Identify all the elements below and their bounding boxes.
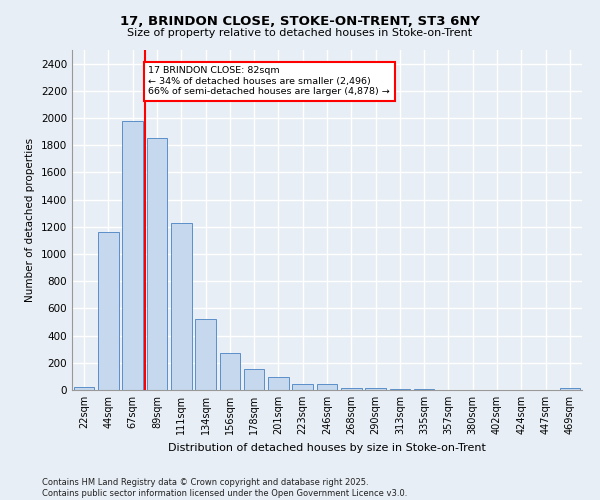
- Bar: [560, 388, 580, 390]
- X-axis label: Distribution of detached houses by size in Stoke-on-Trent: Distribution of detached houses by size …: [168, 442, 486, 452]
- Text: 17, BRINDON CLOSE, STOKE-ON-TRENT, ST3 6NY: 17, BRINDON CLOSE, STOKE-ON-TRENT, ST3 6…: [120, 15, 480, 28]
- Y-axis label: Number of detached properties: Number of detached properties: [25, 138, 35, 302]
- Text: 17 BRINDON CLOSE: 82sqm
← 34% of detached houses are smaller (2,496)
66% of semi: 17 BRINDON CLOSE: 82sqm ← 34% of detache…: [149, 66, 390, 96]
- Bar: [220, 352, 240, 390]
- Text: Size of property relative to detached houses in Stoke-on-Trent: Size of property relative to detached ho…: [127, 28, 473, 38]
- Bar: [146, 138, 167, 390]
- Bar: [74, 386, 94, 390]
- Bar: [195, 320, 216, 390]
- Bar: [365, 388, 386, 390]
- Bar: [292, 384, 313, 390]
- Bar: [268, 377, 289, 390]
- Bar: [317, 384, 337, 390]
- Bar: [389, 389, 410, 390]
- Bar: [244, 369, 265, 390]
- Bar: [122, 120, 143, 390]
- Text: Contains HM Land Registry data © Crown copyright and database right 2025.
Contai: Contains HM Land Registry data © Crown c…: [42, 478, 407, 498]
- Bar: [341, 388, 362, 390]
- Bar: [171, 222, 191, 390]
- Bar: [98, 232, 119, 390]
